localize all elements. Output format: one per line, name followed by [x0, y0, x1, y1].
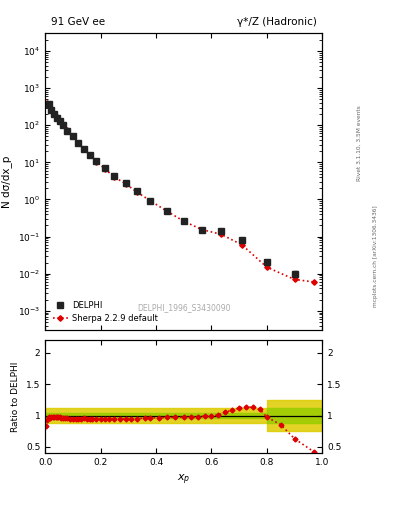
Text: DELPHI_1996_S3430090: DELPHI_1996_S3430090 — [137, 304, 230, 312]
Y-axis label: N dσ/dx_p: N dσ/dx_p — [2, 156, 13, 208]
X-axis label: $x_p$: $x_p$ — [177, 473, 191, 487]
Text: mcplots.cern.ch [arXiv:1306.3436]: mcplots.cern.ch [arXiv:1306.3436] — [373, 205, 378, 307]
Y-axis label: Ratio to DELPHI: Ratio to DELPHI — [11, 361, 20, 432]
Text: Rivet 3.1.10, 3.5M events: Rivet 3.1.10, 3.5M events — [357, 105, 362, 181]
Text: 91 GeV ee: 91 GeV ee — [51, 17, 105, 27]
Text: γ*/Z (Hadronic): γ*/Z (Hadronic) — [237, 17, 317, 27]
Legend: DELPHI, Sherpa 2.2.9 default: DELPHI, Sherpa 2.2.9 default — [50, 297, 161, 326]
